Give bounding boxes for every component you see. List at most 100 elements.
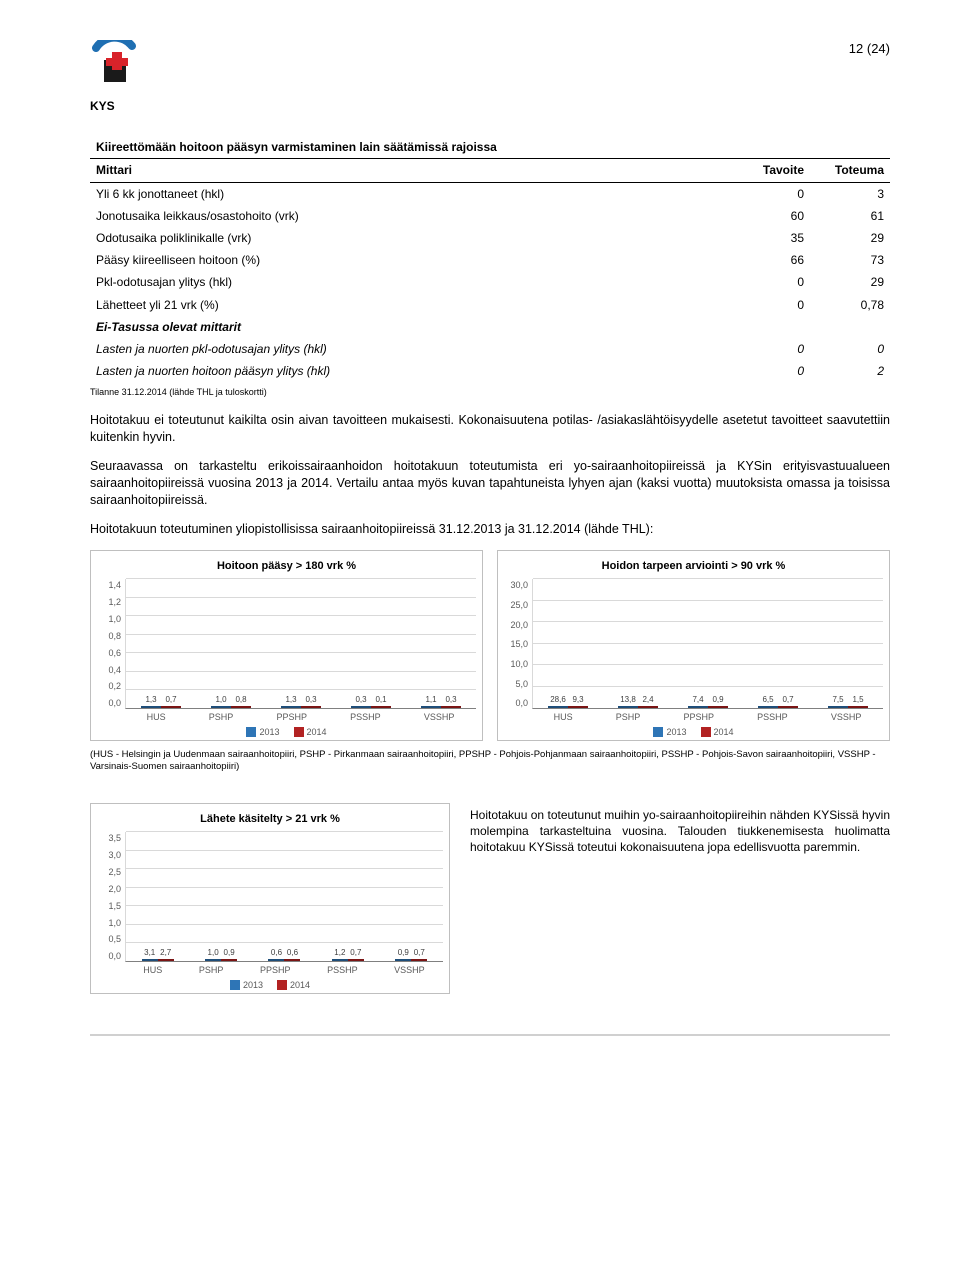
row-label: Jonotusaika leikkaus/osastohoito (vrk) — [90, 205, 730, 227]
bar: 0,6 — [268, 959, 284, 961]
bar: 0,7 — [778, 706, 798, 708]
bar: 0,9 — [395, 959, 411, 961]
row-target: 66 — [730, 249, 810, 271]
row-actual: 0,78 — [810, 294, 890, 316]
sub-header: Ei-Tasussa olevat mittarit — [90, 316, 890, 338]
bar-label: 2,7 — [160, 948, 171, 959]
paragraph-3: Hoitotakuun toteutuminen yliopistollisis… — [90, 521, 890, 538]
bar: 1,0 — [211, 706, 231, 708]
table-row: Lasten ja nuorten hoitoon pääsyn ylitys … — [90, 360, 890, 382]
chart-title: Hoitoon pääsy > 180 vrk % — [97, 559, 476, 574]
bottom-row: Lähete käsitelty > 21 vrk %0,00,51,01,52… — [90, 803, 890, 994]
bar-group: 1,00,9 — [205, 959, 237, 961]
row-label: Yli 6 kk jonottaneet (hkl) — [90, 182, 730, 205]
bar: 0,7 — [411, 959, 427, 961]
chart-hoitoon-paasy: Hoitoon pääsy > 180 vrk %0,00,20,40,60,8… — [90, 550, 483, 741]
bar: 9,3 — [568, 706, 588, 708]
bar-label: 9,3 — [572, 695, 583, 706]
bar-label: 3,1 — [144, 948, 155, 959]
plot-area: 3,12,71,00,90,60,61,20,70,90,7 — [125, 832, 443, 962]
bar-label: 7,4 — [692, 695, 703, 706]
bar-group: 3,12,7 — [142, 959, 174, 961]
abbreviation-note: (HUS - Helsingin ja Uudenmaan sairaanhoi… — [90, 749, 890, 773]
bar-group: 28,69,3 — [548, 706, 588, 708]
bar: 6,5 — [758, 706, 778, 708]
bar: 0,9 — [221, 959, 237, 961]
bar-label: 0,7 — [165, 695, 176, 706]
x-axis: HUSPSHPPPSHPPSSHPVSSHP — [125, 711, 476, 723]
table-row: Yli 6 kk jonottaneet (hkl)03 — [90, 182, 890, 205]
table-row: Lasten ja nuorten pkl-odotusajan ylitys … — [90, 338, 890, 360]
bar: 0,7 — [161, 706, 181, 708]
side-text: Hoitotakuu on toteutunut muihin yo-saira… — [470, 803, 890, 856]
bar-label: 0,3 — [355, 695, 366, 706]
bar-group: 1,30,7 — [141, 706, 181, 708]
bar-group: 0,60,6 — [268, 959, 300, 961]
bar: 0,3 — [351, 706, 371, 708]
table-footnote: Tilanne 31.12.2014 (lähde THL ja tulosko… — [90, 386, 890, 398]
bar-group: 6,50,7 — [758, 706, 798, 708]
bar-label: 0,7 — [414, 948, 425, 959]
bar: 0,7 — [348, 959, 364, 961]
x-axis: HUSPSHPPPSHPPSSHPVSSHP — [125, 964, 443, 976]
bar: 1,3 — [281, 706, 301, 708]
col-mittari: Mittari — [90, 159, 730, 182]
bar-label: 13,8 — [620, 695, 636, 706]
bar-label: 28,6 — [550, 695, 566, 706]
chart-title: Hoidon tarpeen arviointi > 90 vrk % — [504, 559, 883, 574]
bar-label: 0,9 — [224, 948, 235, 959]
bar-label: 0,6 — [287, 948, 298, 959]
x-axis: HUSPSHPPPSHPPSSHPVSSHP — [532, 711, 883, 723]
row-target: 0 — [730, 271, 810, 293]
bar-label: 0,7 — [350, 948, 361, 959]
bar-group: 1,20,7 — [332, 959, 364, 961]
bar-group: 7,40,9 — [688, 706, 728, 708]
bar: 0,3 — [301, 706, 321, 708]
legend: 20132014 — [97, 726, 476, 738]
bar-group: 1,10,3 — [421, 706, 461, 708]
bar-label: 0,3 — [305, 695, 316, 706]
table-caption: Kiireettömään hoitoon pääsyn varmistamin… — [90, 136, 890, 159]
table-row: Lähetteet yli 21 vrk (%)00,78 — [90, 294, 890, 316]
logo-block: KYS — [90, 40, 146, 114]
bar: 0,8 — [231, 706, 251, 708]
bar: 2,4 — [638, 706, 658, 708]
bar-group: 13,82,4 — [618, 706, 658, 708]
row-actual: 29 — [810, 271, 890, 293]
chart-hoidon-tarpeen: Hoidon tarpeen arviointi > 90 vrk % 0,05,… — [497, 550, 890, 741]
paragraph-1: Hoitotakuu ei toteutunut kaikilta osin a… — [90, 412, 890, 446]
bar-label: 1,1 — [425, 695, 436, 706]
bar: 0,3 — [441, 706, 461, 708]
kys-logo — [90, 40, 146, 96]
page-header: KYS 12 (24) — [90, 40, 890, 114]
bar-label: 0,8 — [235, 695, 246, 706]
col-tavoite: Tavoite — [730, 159, 810, 182]
bar-label: 1,0 — [208, 948, 219, 959]
indicators-table: Kiireettömään hoitoon pääsyn varmistamin… — [90, 136, 890, 382]
bar-group: 0,90,7 — [395, 959, 427, 961]
bar: 1,2 — [332, 959, 348, 961]
y-axis: 0,00,51,01,52,02,53,03,5 — [97, 832, 125, 962]
logo-text: KYS — [90, 98, 146, 114]
row-target: 0 — [730, 182, 810, 205]
row-actual: 61 — [810, 205, 890, 227]
row-target: 0 — [730, 360, 810, 382]
charts-row-top: Hoitoon pääsy > 180 vrk %0,00,20,40,60,8… — [90, 550, 890, 741]
chart-lahete: Lähete käsitelty > 21 vrk %0,00,51,01,52… — [90, 803, 450, 994]
bar-label: 1,0 — [215, 695, 226, 706]
table-row: Jonotusaika leikkaus/osastohoito (vrk)60… — [90, 205, 890, 227]
row-actual: 29 — [810, 227, 890, 249]
bar: 13,8 — [618, 706, 638, 708]
plot-area: 1,30,71,00,81,30,30,30,11,10,3 — [125, 579, 476, 709]
row-target: 0 — [730, 338, 810, 360]
bar-label: 0,6 — [271, 948, 282, 959]
y-axis: 0,05,010,015,020,025,030,0 — [504, 579, 532, 709]
row-actual: 0 — [810, 338, 890, 360]
paragraph-2: Seuraavassa on tarkasteltu erikoissairaa… — [90, 458, 890, 509]
bar-label: 0,3 — [445, 695, 456, 706]
legend: 20132014 — [504, 726, 883, 738]
bar-group: 1,30,3 — [281, 706, 321, 708]
row-label: Pääsy kiireelliseen hoitoon (%) — [90, 249, 730, 271]
row-target: 60 — [730, 205, 810, 227]
plot-area: 28,69,313,82,47,40,96,50,77,51,5 — [532, 579, 883, 709]
